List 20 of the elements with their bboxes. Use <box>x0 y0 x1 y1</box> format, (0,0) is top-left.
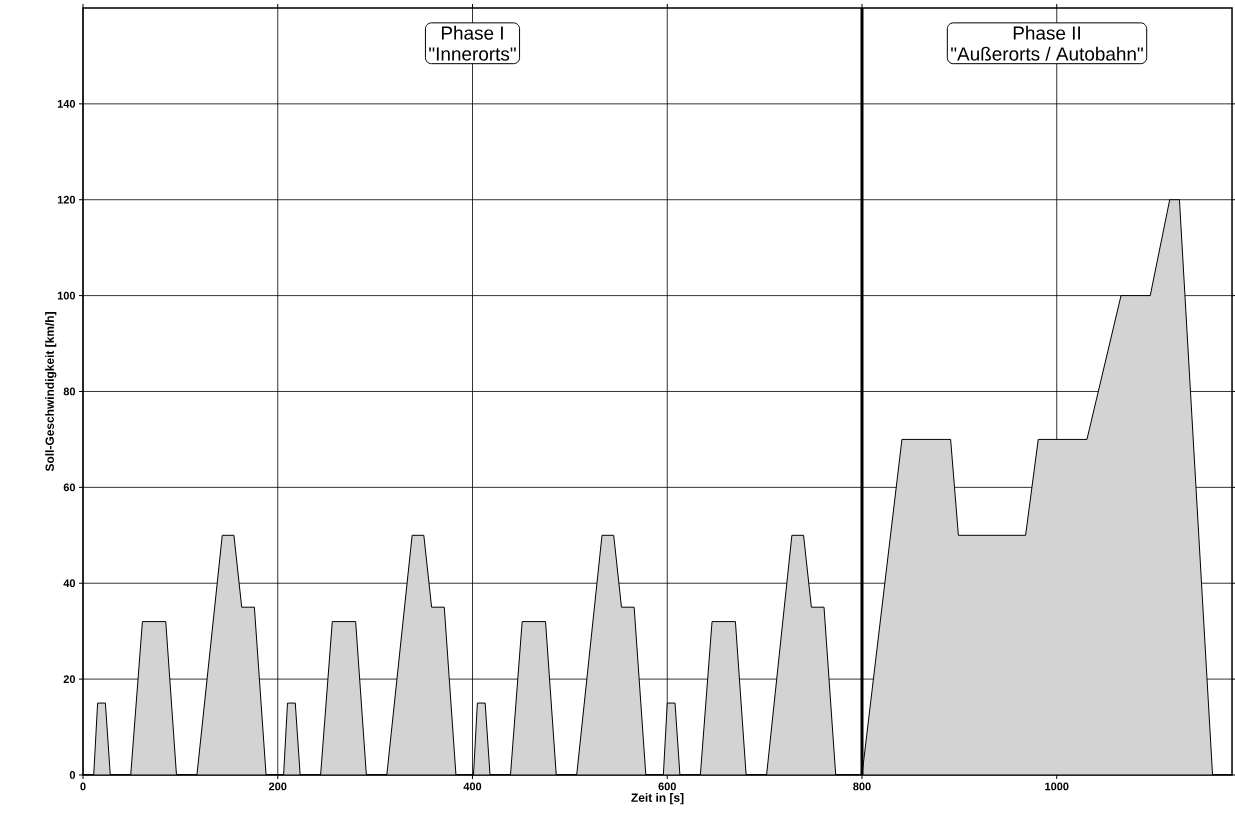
y-tick-label: 60 <box>63 483 76 492</box>
y-tick-label: 140 <box>57 99 76 108</box>
x-tick-label: 600 <box>658 782 676 791</box>
annotation: "Außerorts / Autobahn" <box>951 46 1143 61</box>
x-tick-label: 800 <box>853 782 871 791</box>
x-tick-label: 1000 <box>1045 782 1069 791</box>
y-tick-label: 120 <box>57 195 76 204</box>
x-tick-label: 400 <box>463 782 482 791</box>
y-tick-label: 20 <box>63 675 76 683</box>
x-axis-title: Zeit in [s] <box>631 793 684 805</box>
y-tick-label: 100 <box>57 291 76 300</box>
x-tick-label: 0 <box>80 782 86 791</box>
y-tick-label: 80 <box>63 387 76 396</box>
y-axis-title: Soll-Geschwindigkeit [km/h] <box>45 312 57 472</box>
annotation: Phase I <box>441 25 503 40</box>
y-tick-label: 0 <box>69 771 76 779</box>
x-tick-label: 200 <box>268 782 287 791</box>
annotation: Phase II <box>1013 25 1080 40</box>
annotation: "Innerorts" <box>429 47 516 61</box>
y-tick-label: 40 <box>63 579 76 588</box>
